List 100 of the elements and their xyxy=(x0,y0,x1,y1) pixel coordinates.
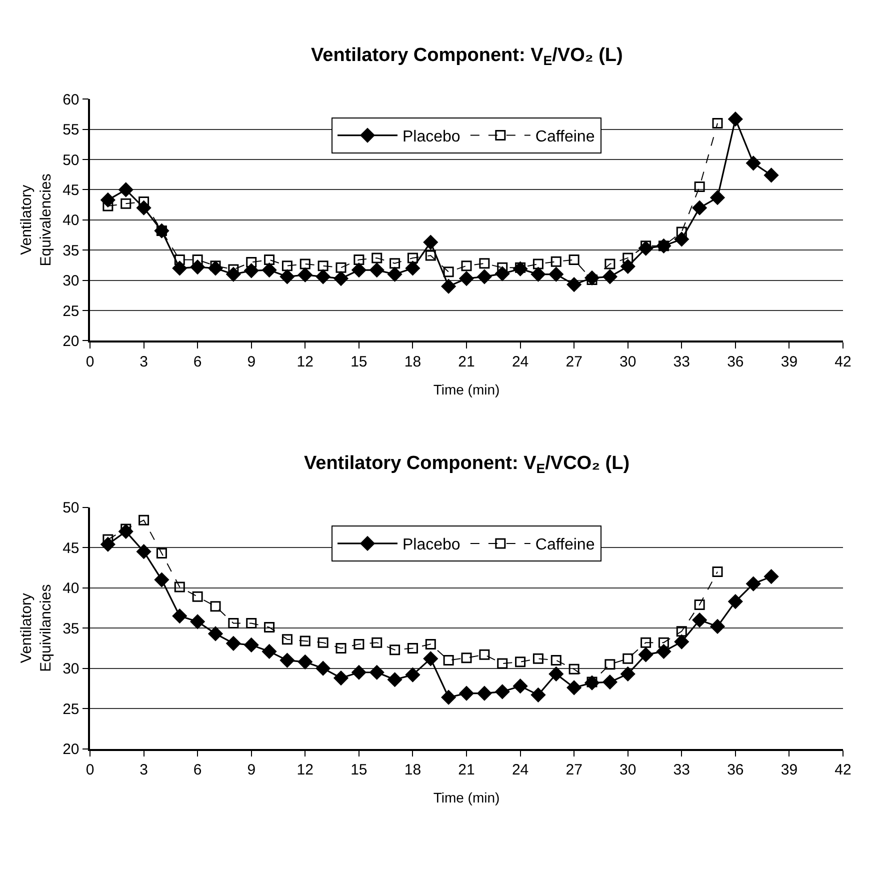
point xyxy=(354,638,364,650)
point xyxy=(334,670,348,686)
point xyxy=(746,156,761,170)
point xyxy=(244,638,259,652)
x-tick-label: 3 xyxy=(140,762,148,779)
y-tick-label: 45 xyxy=(62,540,80,557)
x-tick-label: 15 xyxy=(350,353,368,370)
x-tick-label: 33 xyxy=(673,762,690,779)
point xyxy=(316,661,330,676)
point xyxy=(246,618,257,629)
y-tick-label: 20 xyxy=(62,741,80,758)
point xyxy=(174,582,185,592)
x-tick-label: 30 xyxy=(620,353,636,370)
x-tick-label: 27 xyxy=(566,353,582,370)
point xyxy=(443,266,454,278)
x-tick-label: 21 xyxy=(458,762,475,779)
point xyxy=(676,626,687,637)
point xyxy=(710,190,725,205)
point xyxy=(154,572,169,588)
x-tick-label: 36 xyxy=(727,353,744,370)
y-tick-label: 40 xyxy=(62,580,80,598)
point xyxy=(423,235,438,250)
point xyxy=(495,684,510,699)
x-tick-label: 9 xyxy=(247,353,256,370)
point xyxy=(764,569,779,584)
point xyxy=(479,258,490,269)
point xyxy=(334,271,348,286)
point xyxy=(318,260,328,272)
point xyxy=(461,260,472,272)
point xyxy=(622,653,634,664)
point xyxy=(228,618,239,629)
point xyxy=(694,181,705,192)
x-tick-label: 6 xyxy=(193,353,202,370)
point xyxy=(532,258,544,270)
point xyxy=(120,198,132,209)
point xyxy=(405,668,420,682)
point xyxy=(712,566,723,577)
point xyxy=(656,644,671,659)
point xyxy=(620,259,636,274)
point xyxy=(477,686,492,701)
x-tick-label: 3 xyxy=(140,353,148,370)
point xyxy=(138,196,150,208)
point xyxy=(407,642,418,654)
point xyxy=(604,659,616,670)
point xyxy=(318,637,328,648)
legend-label: Placebo xyxy=(402,536,460,554)
point xyxy=(513,678,528,694)
point xyxy=(190,614,205,629)
legend-label: Placebo xyxy=(402,128,460,146)
point xyxy=(548,267,564,282)
point xyxy=(694,599,705,610)
point xyxy=(174,254,185,266)
point xyxy=(316,269,330,284)
x-tick-label: 24 xyxy=(512,762,529,779)
point xyxy=(264,622,275,633)
x-tick-label: 39 xyxy=(780,353,798,370)
point xyxy=(676,226,687,238)
point xyxy=(354,254,364,266)
x-tick-label: 27 xyxy=(566,762,582,779)
legend-label: Caffeine xyxy=(535,536,595,554)
legend-label: Caffeine xyxy=(535,128,595,146)
point xyxy=(461,652,472,664)
point xyxy=(441,690,456,705)
x-tick-label: 9 xyxy=(247,762,256,779)
point xyxy=(262,644,277,659)
point xyxy=(423,651,438,666)
y-tick-label: 35 xyxy=(62,242,80,260)
point xyxy=(405,260,420,276)
point xyxy=(658,637,669,648)
x-axis-title: Time (min) xyxy=(433,381,500,398)
point xyxy=(712,118,723,129)
point xyxy=(156,548,167,558)
point xyxy=(604,258,616,270)
point xyxy=(282,634,292,645)
y-tick-label: 45 xyxy=(62,182,80,199)
point xyxy=(370,665,384,680)
point xyxy=(298,268,312,282)
point xyxy=(336,642,346,654)
point xyxy=(244,263,259,278)
x-tick-label: 39 xyxy=(780,762,798,779)
point xyxy=(300,636,310,646)
point xyxy=(118,182,134,197)
x-tick-label: 21 xyxy=(458,353,475,370)
y-tick-label: 25 xyxy=(62,700,80,718)
point xyxy=(264,254,275,266)
point xyxy=(136,544,152,559)
point xyxy=(530,267,546,282)
point xyxy=(746,576,761,592)
y-tick-label: 50 xyxy=(62,152,80,169)
x-tick-label: 36 xyxy=(727,762,744,779)
y-tick-label: 35 xyxy=(62,620,80,638)
point xyxy=(620,666,636,682)
point xyxy=(226,636,241,651)
y-tick-label: 20 xyxy=(62,332,80,350)
y-axis-title: Ventilatory Equivalencies xyxy=(18,174,54,266)
x-tick-label: 6 xyxy=(193,762,202,779)
y-tick-label: 25 xyxy=(62,302,80,320)
point xyxy=(550,256,562,267)
point xyxy=(388,267,402,282)
point xyxy=(388,672,402,687)
